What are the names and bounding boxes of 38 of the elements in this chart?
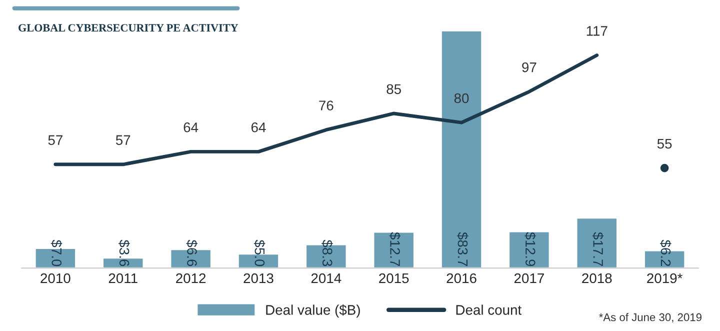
x-tick-label: 2010	[40, 273, 70, 284]
bar	[440, 30, 483, 268]
data-label: 80	[454, 93, 469, 104]
data-label: $6.2	[660, 240, 672, 266]
x-tick-label: 2011	[108, 273, 138, 284]
legend-label: Deal count	[456, 304, 522, 315]
bar	[576, 217, 618, 268]
data-label: $83.7	[456, 232, 468, 266]
data-label: $8.3	[322, 240, 333, 266]
x-tick-label: 2012	[176, 273, 206, 284]
data-label: 97	[522, 62, 536, 72]
data-label: 57	[48, 135, 62, 145]
legend-label: Deal value ($B)	[266, 304, 360, 318]
data-label: 76	[319, 100, 334, 110]
x-tick-label: 2013	[244, 273, 274, 284]
data-label: $12.7	[389, 232, 401, 266]
x-tick-label: 2017	[514, 273, 544, 284]
data-label: 57	[116, 135, 130, 145]
data-label: 64	[251, 122, 266, 132]
text: *As of June 30, 2019	[599, 313, 702, 322]
data-label: $12.9	[524, 232, 536, 266]
data-label: $5.0	[254, 240, 266, 266]
data-label: $3.6	[118, 240, 130, 266]
chart-title: GLOBAL CYBERSECURITY PE ACTIVITY	[18, 24, 238, 32]
data-label: $6.6	[186, 240, 198, 266]
bar	[508, 230, 550, 268]
data-label: $7.0	[50, 240, 62, 266]
x-tick-label: 2019*	[647, 273, 682, 284]
data-label: 85	[386, 84, 401, 94]
x-tick-label: 2016	[446, 273, 476, 284]
data-label: 64	[184, 122, 198, 132]
x-tick-label: 2014	[311, 273, 342, 284]
data-label: 55	[657, 138, 672, 149]
data-label: $17.7	[592, 232, 604, 266]
bar	[372, 231, 415, 268]
data-label: 117	[586, 26, 608, 36]
x-tick-label: 2018	[582, 273, 612, 284]
x-tick-label: 2015	[379, 273, 409, 284]
